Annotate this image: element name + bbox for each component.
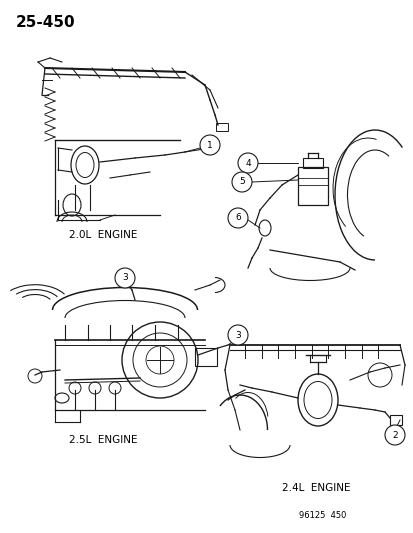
Circle shape [115,268,135,288]
Circle shape [231,172,252,192]
Text: 5: 5 [239,177,244,187]
Text: 1: 1 [206,141,212,149]
Text: 6: 6 [235,214,240,222]
Text: 96125  450: 96125 450 [298,511,346,520]
Text: 2.0L  ENGINE: 2.0L ENGINE [69,230,137,240]
Circle shape [199,135,219,155]
Bar [216,123,228,131]
Text: 2: 2 [391,431,397,440]
Bar [302,158,322,168]
Text: 3: 3 [235,330,240,340]
Circle shape [384,425,404,445]
Bar [389,415,401,425]
Text: 4: 4 [244,158,250,167]
Circle shape [228,208,247,228]
Text: 2.5L  ENGINE: 2.5L ENGINE [69,435,137,445]
Circle shape [237,153,257,173]
Text: 25-450: 25-450 [16,15,76,30]
Circle shape [228,325,247,345]
Text: 3: 3 [122,273,128,282]
Bar [297,167,327,205]
Bar [195,348,216,366]
Text: 2.4L  ENGINE: 2.4L ENGINE [281,483,349,493]
